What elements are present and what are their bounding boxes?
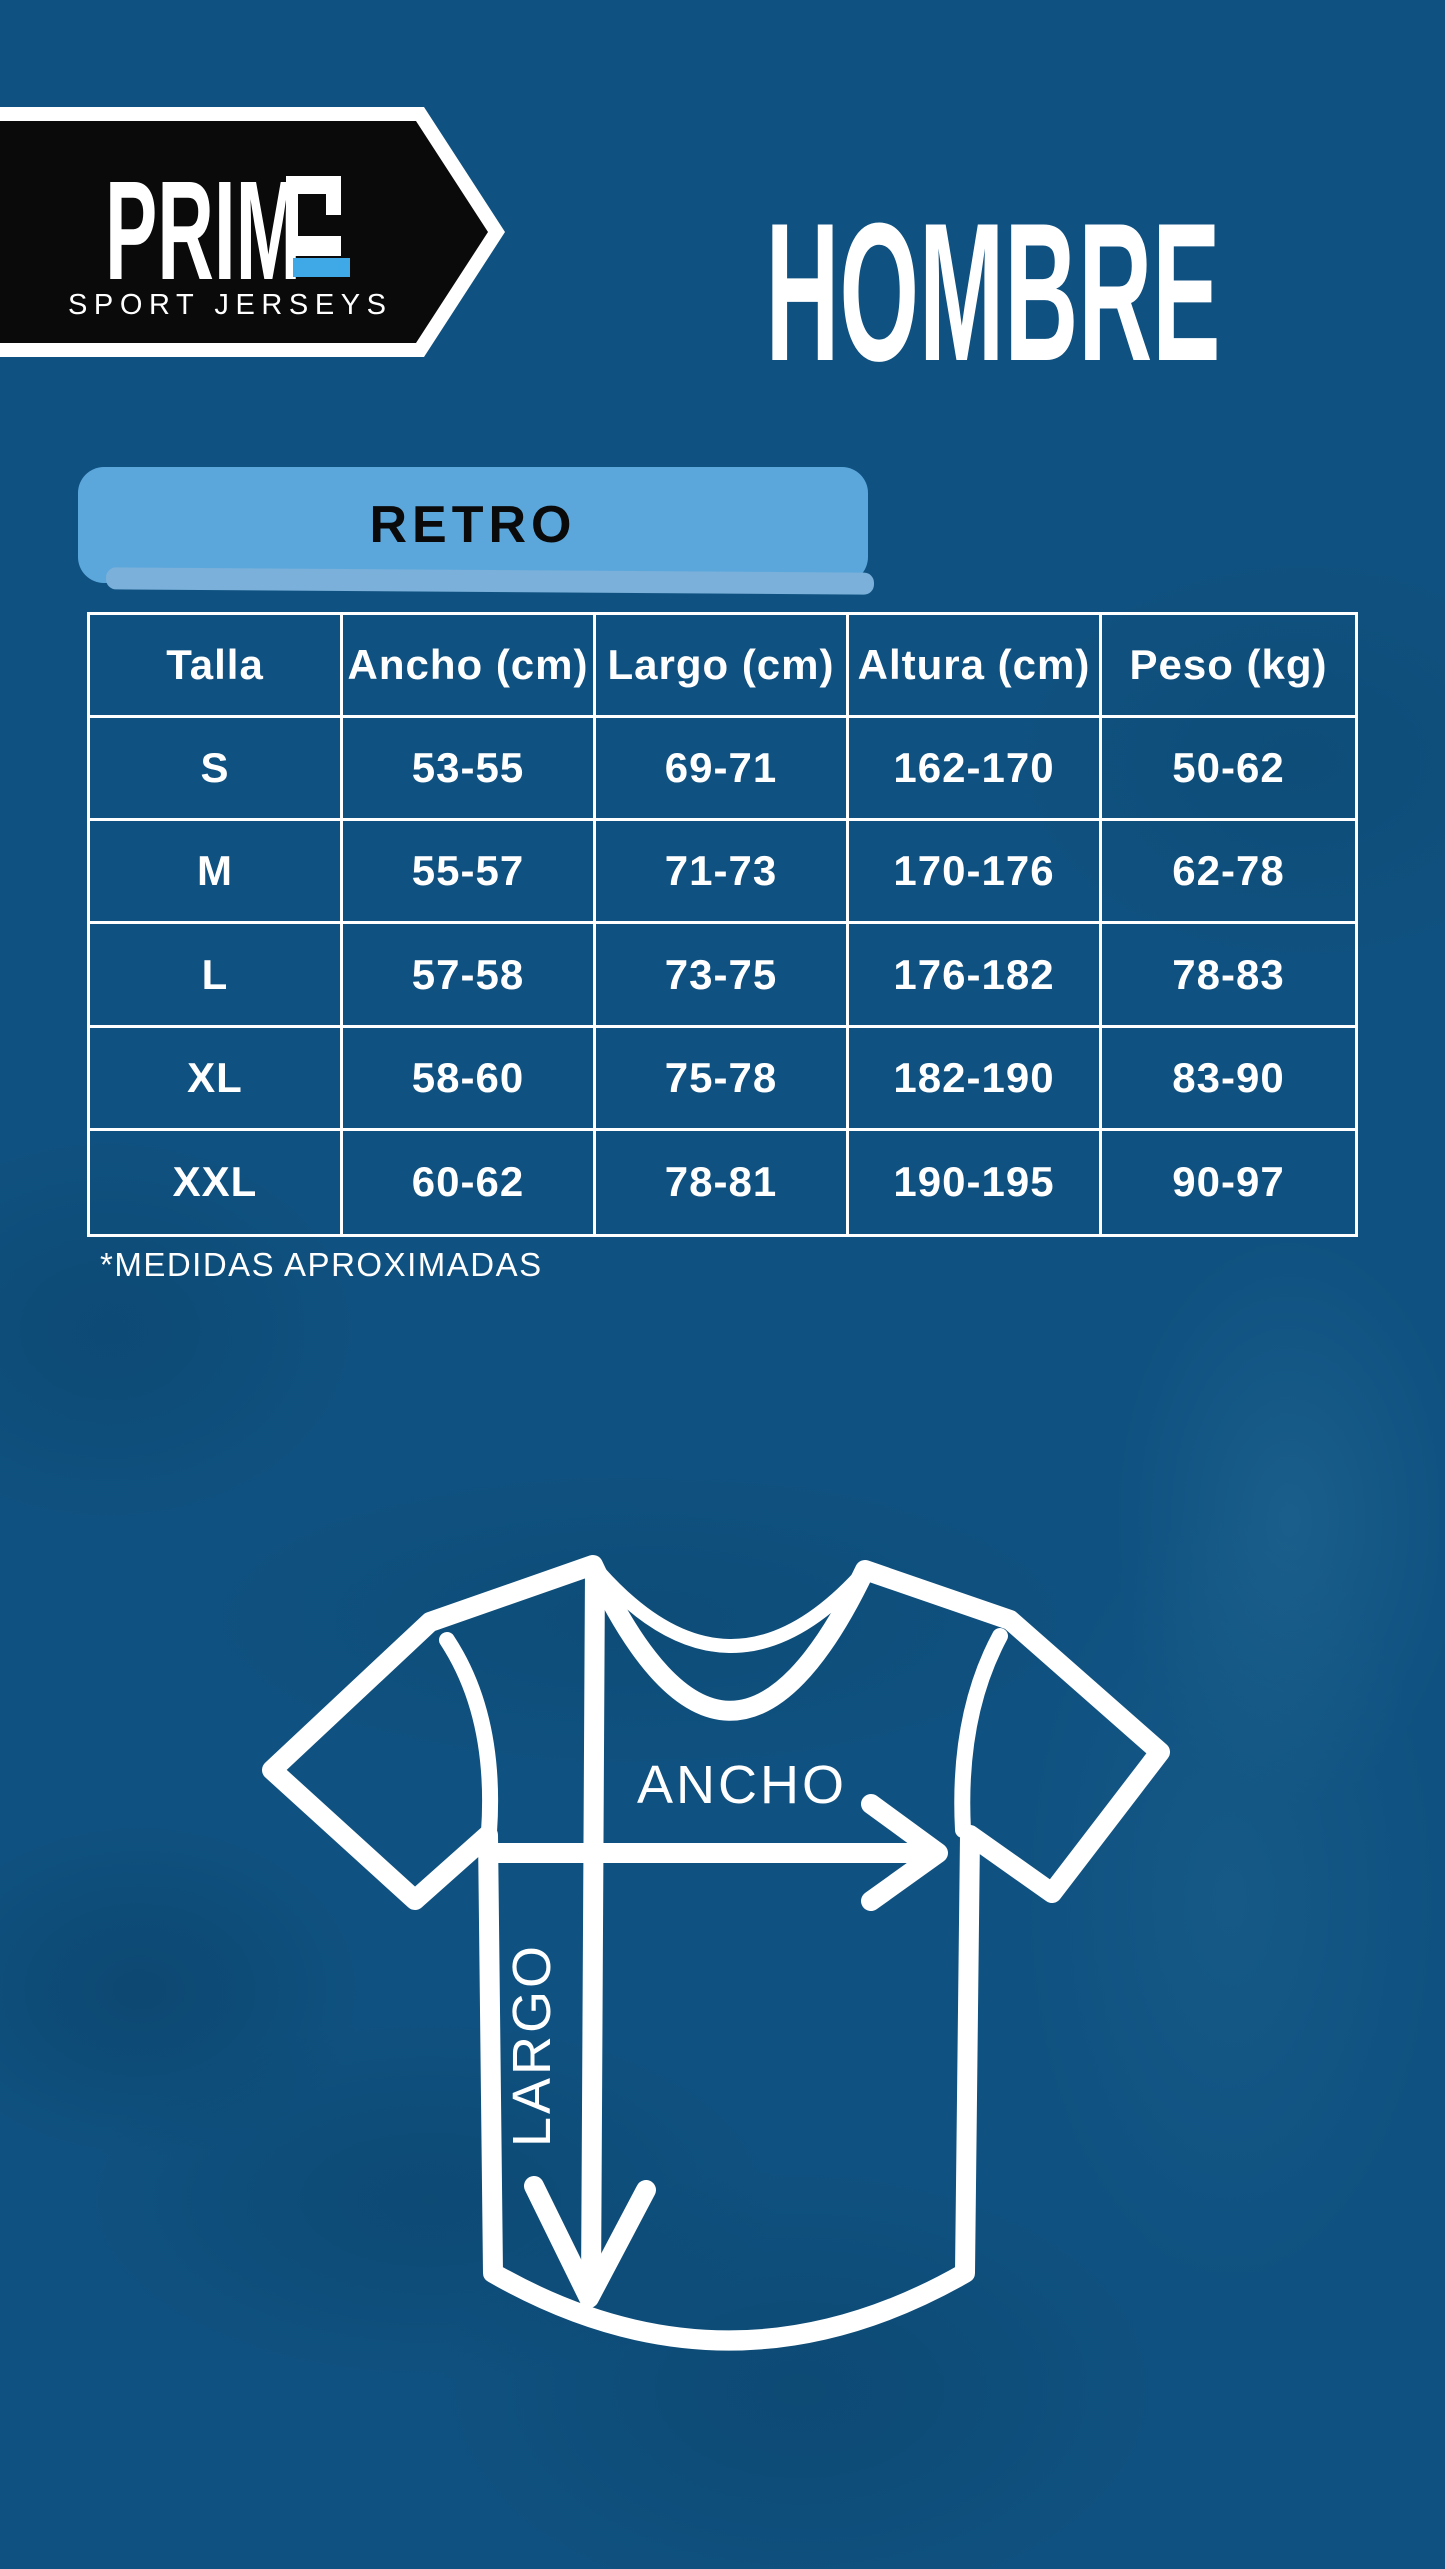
table-cell: 190-195 [849,1130,1102,1234]
logo-accent-bar [293,258,350,277]
size-label: M [90,821,343,925]
table-cell: 53-55 [343,718,596,822]
length-arrow-line [581,1560,605,2300]
table-cell: 57-58 [343,924,596,1028]
table-cell: 83-90 [1102,1028,1355,1131]
logo-brand-text: PRIM [105,151,301,309]
table-cell: 170-176 [849,821,1102,925]
table-cell: 69-71 [596,718,849,822]
size-label: S [90,718,343,822]
brand-logo: PRIM SPORT JERSEYS [0,107,505,357]
table-cell: 62-78 [1102,821,1355,925]
column-header-peso: Peso (kg) [1102,615,1355,719]
column-header-talla: Talla [90,615,343,719]
measurements-footnote: *MEDIDAS APROXIMADAS [100,1246,543,1283]
size-label: L [90,924,343,1028]
table-cell: 90-97 [1172,1158,1285,1206]
tshirt-outline [262,1555,1170,2351]
logo-stylized-e [286,176,341,256]
width-arrow-head [861,1794,948,1911]
size-table: Talla Ancho (cm) Largo (cm) Altura (cm) … [87,612,1358,1237]
column-header-ancho: Ancho (cm) [343,615,596,719]
length-arrow-head [524,2176,656,2308]
column-header-largo: Largo (cm) [596,615,849,719]
tshirt-armhole-right [954,1628,1008,1838]
table-cell: 71-73 [596,821,849,925]
table-cell: 182-190 [849,1027,1102,1131]
page-title: HOMBRE [766,203,1221,383]
table-cell: 78-81 [596,1130,849,1234]
size-label: XL [90,1027,343,1131]
logo-tagline: SPORT JERSEYS [68,289,386,321]
page-title-wrap: HOMBRE [766,203,1221,383]
category-badge: .badge::after{background:#7ab0d9;} RETRO [78,467,868,583]
size-label: XXL [90,1130,343,1234]
tshirt-measurement-diagram: ANCHO LARGO [262,1555,1170,2351]
logo-banner-arrow [0,121,488,343]
table-cell: 75-78 [596,1027,849,1131]
table-cell: 78-83 [1102,924,1355,1028]
table-cell: 176-182 [849,924,1102,1028]
table-cell: 50-62 [1102,718,1355,822]
category-badge-label: RETRO [369,496,577,554]
tshirt-collar-inner [592,1565,867,1653]
column-header-altura: Altura (cm) [849,615,1102,719]
table-cell: 55-57 [343,821,596,925]
table-cell: 60-62 [343,1130,596,1234]
table-cell: 73-75 [596,924,849,1028]
table-cell: 162-170 [849,718,1102,822]
table-cell: 58-60 [343,1027,596,1131]
tshirt-armhole-left [439,1632,499,1840]
length-label: LARGO [502,1943,562,2147]
width-label: ANCHO [637,1755,847,1815]
